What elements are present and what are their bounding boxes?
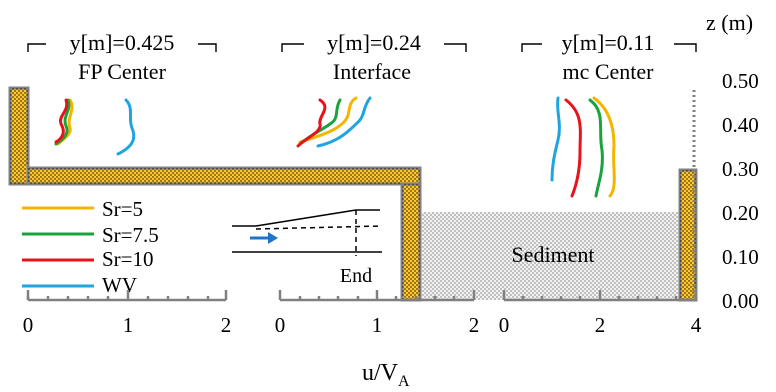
x-tick-label: 0 — [499, 313, 510, 337]
panel-header-mc-center: y[m]=0.11 mc Center — [521, 30, 697, 84]
panel-location: mc Center — [562, 59, 654, 84]
x-axis-label-main: u/V — [362, 360, 399, 386]
bracket — [521, 43, 542, 52]
x-axis-fp-center — [26, 290, 228, 302]
z-tick-label: 0.40 — [722, 113, 759, 137]
legend-label: WV — [102, 273, 137, 297]
panel-header-fp-center: y[m]=0.425 FP Center — [27, 30, 217, 84]
x-tick-label: 2 — [469, 313, 480, 337]
x-tick-label: 2 — [595, 313, 606, 337]
inset-interface-line — [255, 225, 383, 230]
bracket — [27, 43, 46, 52]
profile-if-wv — [316, 96, 372, 148]
inset-ramp — [255, 209, 357, 227]
z-tick-label: 0.30 — [722, 157, 759, 181]
flume-inset-sketch — [232, 209, 383, 256]
x-tick-label: 4 — [691, 313, 702, 337]
z-tick-label: 0.00 — [722, 289, 759, 313]
bracket — [198, 43, 217, 52]
x-tick-label: 2 — [221, 313, 232, 337]
profile-if-sr10 — [296, 98, 327, 148]
x-axis-label: u/VA — [362, 360, 410, 390]
profile-mc-sr10 — [564, 98, 582, 198]
bracket — [674, 43, 697, 52]
x-tick-label: 0 — [23, 313, 34, 337]
x-axis-label-subscript: A — [398, 373, 410, 390]
profile-fp-sr75 — [54, 98, 71, 146]
z-tick-label: 0.10 — [722, 245, 759, 269]
panel-y-label: y[m]=0.11 — [562, 30, 655, 55]
inset-end-label: End — [340, 265, 372, 287]
x-tick-labels: 0 1 2 0 1 2 0 2 4 — [23, 313, 702, 337]
profile-if-sr5 — [298, 96, 358, 144]
sediment-bed-texture — [420, 212, 680, 300]
panel-y-label: y[m]=0.425 — [70, 30, 175, 55]
profile-mc-wv — [550, 96, 561, 182]
velocity-profiles — [54, 96, 616, 198]
legend-label: Sr=5 — [102, 197, 143, 221]
x-tick-label: 0 — [275, 313, 286, 337]
main-channel-outer-wall-texture — [680, 170, 696, 300]
profile-fp-sr10 — [54, 98, 69, 144]
legend: Sr=5 Sr=7.5 Sr=10 WV — [22, 197, 159, 297]
main-channel-inner-wall-texture — [402, 184, 420, 300]
profile-mc-sr5 — [592, 96, 616, 198]
panel-location: Interface — [333, 59, 411, 84]
z-tick-label: 0.50 — [722, 69, 759, 93]
z-tick-label: 0.20 — [722, 201, 759, 225]
flow-arrow-head-icon — [268, 232, 278, 244]
floodplain-left-wall-texture — [10, 88, 28, 184]
x-tick-label: 1 — [123, 313, 134, 337]
panel-y-label: y[m]=0.24 — [327, 30, 421, 55]
z-axis: z (m) 0.50 0.40 0.30 0.20 0.10 0.00 — [706, 10, 759, 313]
sediment-label: Sediment — [511, 242, 594, 267]
bracket — [444, 43, 467, 52]
floodplain-floor-texture — [28, 168, 420, 184]
legend-label: Sr=10 — [102, 247, 154, 271]
panel-header-interface: y[m]=0.24 Interface — [281, 30, 467, 84]
bracket — [281, 43, 304, 52]
x-axis-interface — [278, 290, 476, 302]
panel-location: FP Center — [78, 59, 166, 84]
x-axis-mc-center — [502, 290, 698, 302]
z-axis-label: z (m) — [706, 10, 753, 35]
profile-fp-wv — [116, 98, 136, 156]
x-tick-label: 1 — [372, 313, 383, 337]
legend-label: Sr=7.5 — [102, 223, 159, 247]
profile-mc-sr75 — [588, 98, 604, 198]
